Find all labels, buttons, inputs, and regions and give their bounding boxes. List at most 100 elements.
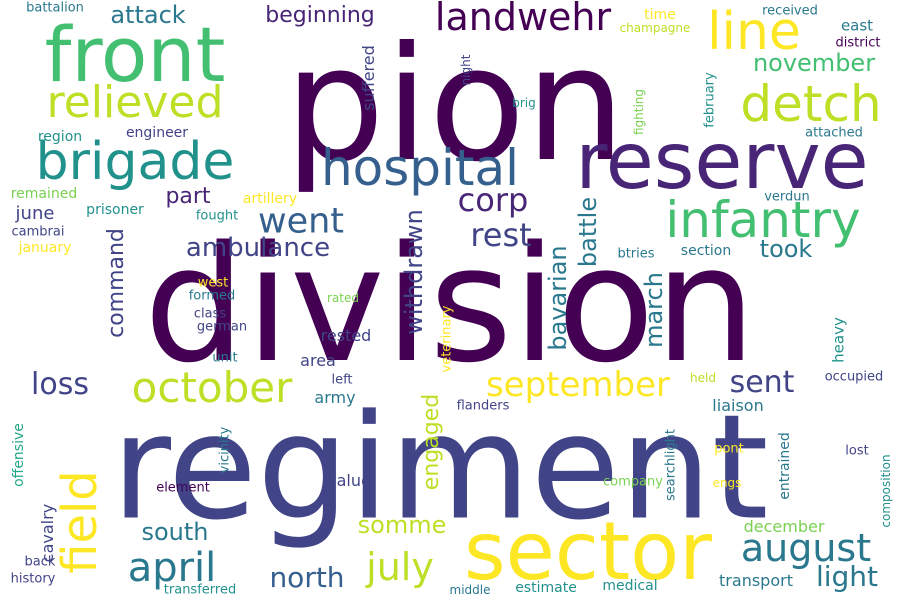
word-history: history [10, 571, 56, 587]
word-veterinary: veterinary [439, 305, 455, 373]
word-brig: brig [512, 96, 536, 110]
word-october: october [131, 363, 293, 412]
word-rated: rated [327, 291, 359, 305]
word-february: february [702, 72, 718, 128]
word-withdrawn: withdrawn [400, 209, 428, 335]
word-ambulance: ambulance [185, 233, 331, 263]
word-engaged: engaged [419, 393, 444, 491]
word-engs: engs [712, 476, 742, 490]
word-august: august [740, 526, 872, 570]
word-infantry: infantry [665, 191, 861, 249]
word-relieved: relieved [46, 77, 224, 128]
word-vicinity: vicinity [217, 426, 233, 474]
word-sector: sector [463, 505, 713, 598]
word-north: north [269, 561, 345, 594]
word-division: division [143, 211, 757, 398]
word-held: held [690, 371, 716, 385]
word-back: back [24, 554, 56, 570]
word-artillery: artillery [242, 191, 298, 207]
word-element: element [156, 480, 210, 496]
word-middle: middle [449, 583, 491, 597]
word-section: section [680, 243, 732, 259]
word-heavy: heavy [829, 317, 848, 363]
word-lost: lost [845, 443, 869, 459]
word-night: night [459, 54, 473, 86]
word-field: field [52, 470, 108, 574]
word-sent: sent [729, 365, 795, 400]
word-january: january [18, 240, 72, 256]
word-battalion: battalion [26, 0, 84, 16]
word-value: value [327, 471, 371, 490]
word-region: region [37, 129, 83, 145]
word-landwehr: landwehr [434, 0, 612, 39]
word-remained: remained [10, 186, 78, 202]
word-estimate: estimate [515, 580, 577, 596]
word-beginning: beginning [265, 3, 375, 28]
word-left: left [331, 372, 353, 388]
word-btries: btries [617, 246, 655, 262]
word-pont: pont [714, 441, 744, 457]
word-november: november [752, 49, 876, 77]
word-offensive: offensive [11, 423, 27, 487]
word-detch: detch [740, 75, 882, 133]
word-flanders: flanders [456, 398, 510, 414]
word-rest: rest [470, 216, 532, 254]
word-part: part [165, 184, 211, 209]
word-december: december [743, 517, 825, 536]
word-attack: attack [110, 1, 186, 29]
word-medical: medical [602, 578, 658, 594]
word-suffered: suffered [359, 45, 378, 111]
word-fought: fought [195, 208, 239, 224]
word-searchlight: searchlight [663, 429, 679, 501]
word-command: command [104, 228, 129, 338]
word-corp: corp [457, 181, 529, 219]
word-formed: formed [188, 288, 236, 304]
word-reserve: reserve [575, 117, 869, 207]
word-champagne: champagne [619, 21, 691, 35]
word-went: went [257, 201, 345, 242]
word-battle: battle [574, 196, 602, 268]
word-regiment: regiment [111, 383, 769, 553]
word-bavarian: bavarian [544, 245, 572, 351]
word-district: district [835, 35, 881, 51]
word-verdun: verdun [764, 189, 810, 205]
word-occupied: occupied [824, 369, 884, 385]
word-company: company [603, 474, 663, 490]
word-engineer: engineer [125, 125, 189, 141]
word-took: took [759, 235, 813, 263]
word-prisoner: prisoner [86, 202, 144, 218]
word-july: july [366, 545, 434, 589]
word-army: army [314, 388, 356, 407]
word-somme: somme [357, 511, 447, 539]
word-pion: pion [284, 13, 626, 197]
word-attached: attached [805, 125, 863, 141]
word-transport: transport [719, 571, 793, 590]
word-light: light [815, 560, 879, 593]
word-june: june [15, 203, 55, 224]
word-class: class [193, 306, 227, 322]
word-unit: unit [212, 350, 238, 366]
word-area: area [300, 351, 336, 370]
word-line: line [707, 2, 801, 62]
word-loss: loss [31, 367, 89, 402]
word-april: april [127, 545, 217, 591]
word-time: time [644, 7, 676, 23]
word-west: west [197, 275, 229, 291]
word-german: german [196, 319, 248, 335]
word-front: front [44, 10, 226, 99]
word-liaison: liaison [712, 396, 764, 415]
word-cambrai: cambrai [11, 224, 65, 240]
word-september: september [485, 365, 671, 405]
word-received: received [762, 3, 818, 19]
word-south: south [141, 518, 209, 546]
word-rested: rested [320, 326, 372, 345]
word-entrained: entrained [777, 432, 793, 500]
word-composition: composition [879, 454, 893, 528]
word-brigade: brigade [35, 132, 235, 192]
word-hospital: hospital [320, 139, 520, 197]
word-east: east [840, 16, 874, 35]
word-fighting: fighting [632, 88, 646, 136]
word-march: march [640, 272, 668, 348]
word-cavalry: cavalry [38, 503, 57, 563]
